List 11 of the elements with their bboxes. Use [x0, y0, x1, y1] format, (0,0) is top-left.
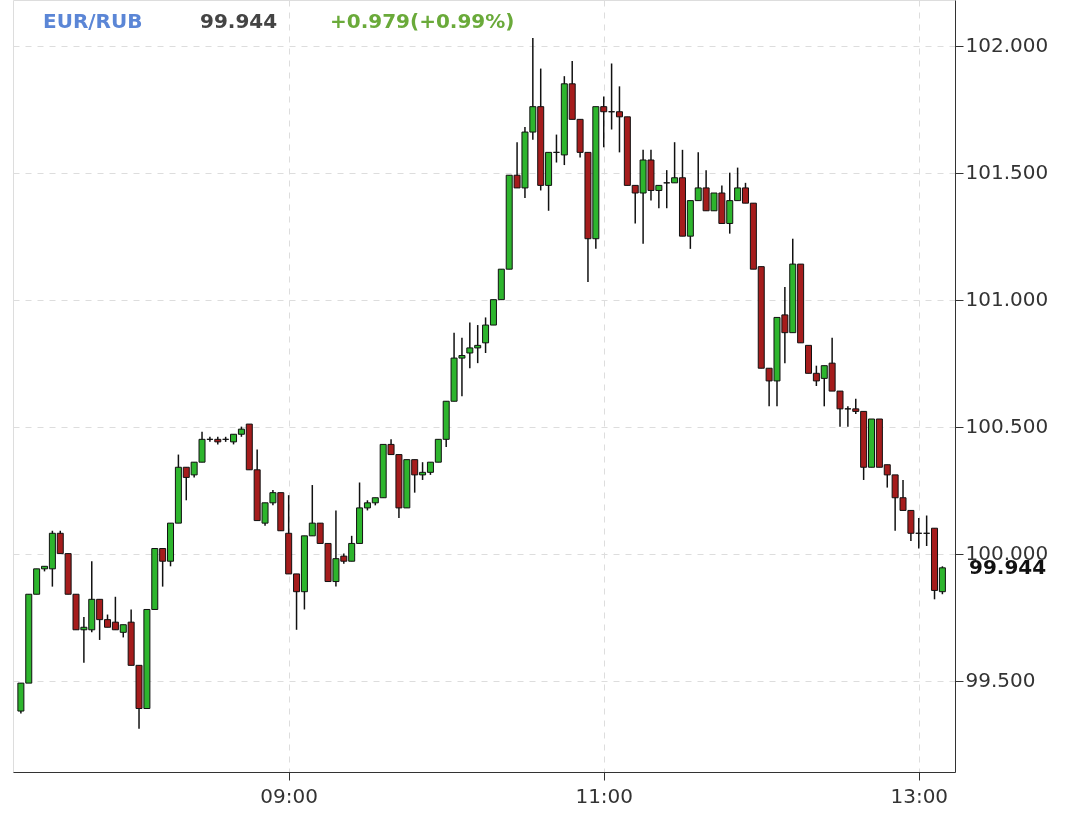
x-tick-label: 13:00	[890, 783, 949, 808]
x-tick-label: 11:00	[575, 783, 634, 808]
y-tick-label: 101.500	[965, 160, 1049, 185]
text: EUR/RUB	[43, 9, 143, 33]
y-tick-label: 99.500	[965, 668, 1036, 693]
y-tick-label: 100.500	[965, 414, 1049, 439]
annotation: +0.979(+0.99%)	[330, 9, 515, 33]
y-tick-label: 102.000	[965, 33, 1049, 58]
x-tick-label: 09:00	[260, 783, 318, 808]
annotation: 99.944	[200, 9, 278, 33]
y-tick-label: 101.000	[965, 287, 1049, 312]
